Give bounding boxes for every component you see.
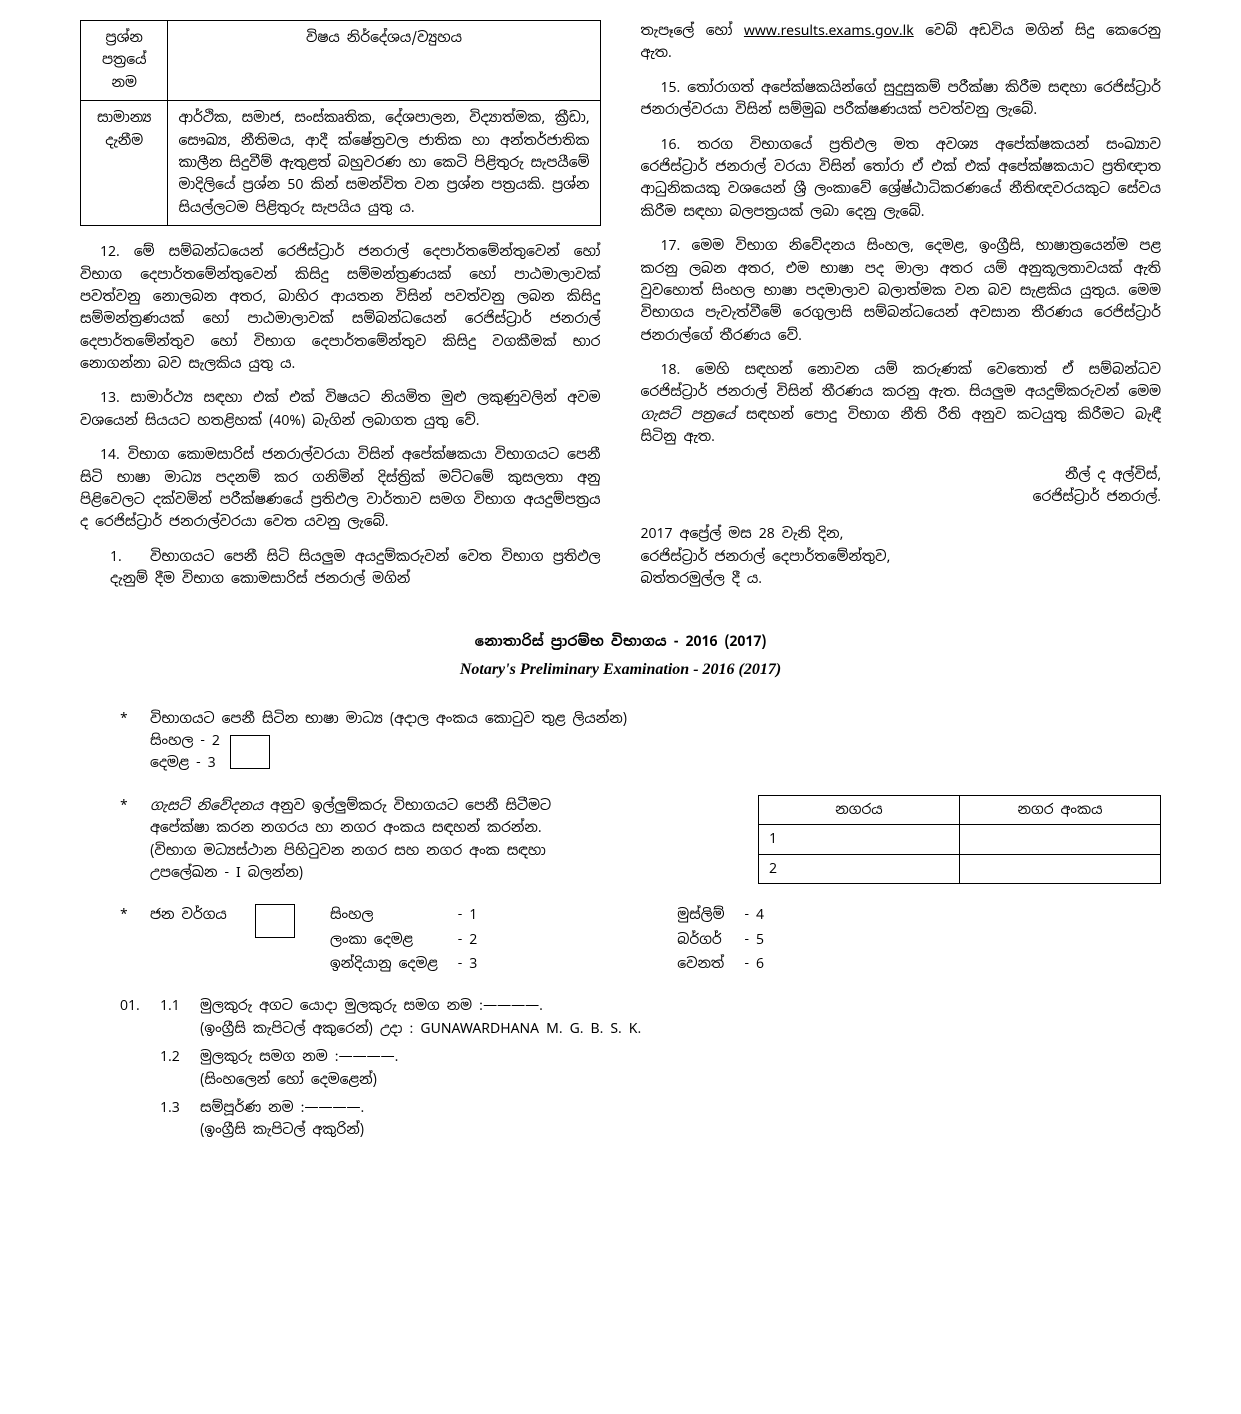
question-01: 01. 1.1 මුලකුරු අගට යොදා මුලකුරු සමග නම …: [120, 995, 1161, 1141]
para-15: 15. තෝරාගත් අපේක්ෂකයින්ගේ සුදුසුකම් පරීක…: [641, 77, 1162, 122]
para-14: 14. විභාග කොමසාරිස් ජනරාල්වරයා විසින් අප…: [80, 444, 601, 534]
eth-num: - 3: [458, 953, 478, 975]
date-line1: 2017 අප්‍රේල් මස 28 වැනි දින,: [641, 523, 1162, 545]
para-18: 18. මෙහි සඳහන් නොවන යම් කරුණක් වෙතොත් ඒ …: [641, 359, 1162, 449]
eth-num: - 2: [458, 929, 478, 951]
q-text: සම්පූර්ණ නම :————. (ඉංග්‍රීසි කැපිටල් අක…: [200, 1097, 364, 1142]
lang-input-box[interactable]: [230, 735, 270, 769]
lang-opt-tamil: දෙමළ - 3: [150, 752, 220, 774]
p18-italic: ගැසට් පත්‍රයේ: [641, 406, 746, 424]
q13-line2: (ඉංග්‍රීසි කැපිටල් අකුරින්): [200, 1119, 364, 1141]
form-city: * ගැසට් නිවේදනය අනුව ඉල්ලුම්කරු විභාගයට …: [120, 795, 1161, 885]
subject-table: ප්‍රශ්න පත්‍රයේ නම විෂය නිර්දේශය/ව්‍යුහය…: [80, 20, 601, 226]
q-sub-12: 1.2: [160, 1046, 200, 1091]
date-line3: බත්තරමුල්ල දී ය.: [641, 568, 1162, 590]
table-header-name: ප්‍රශ්න පත්‍රයේ නම: [81, 21, 168, 101]
city-q-italic: ගැසට් නිවේදනය: [150, 797, 263, 815]
signatory-title: රෙජිස්ට්‍රාර් ජනරාල්.: [641, 486, 1162, 508]
top-two-column: ප්‍රශ්න පත්‍රයේ නම විෂය නිර්දේශය/ව්‍යුහය…: [80, 20, 1161, 606]
q11-line2: (ඉංග්‍රීසි කැපිටල් අකුරෙන්) උදා : GUNAWA…: [200, 1018, 641, 1040]
eth-col-1: සිංහල - 1 ලංකා දෙමළ - 2 ඉන්දියානු දෙමළ - 3: [330, 904, 477, 975]
eth-num: - 5: [745, 929, 765, 951]
ethnicity-grid: සිංහල- 1 ලංකා දෙමළ- 2 ඉන්දියානු දෙමළ- 3 …: [330, 904, 764, 975]
num-label: 1.: [110, 548, 122, 566]
right-top-text: තැපෑලේ හෝ www.results.exams.gov.lk වෙබ් …: [641, 20, 1162, 65]
form-ethnicity: * ජන වර්ගය සිංහල - 1 ලංකා දෙමළ - 2 ඉන්දියා…: [120, 904, 1161, 975]
city-header-name: නගරය: [759, 795, 960, 824]
eth-input-box[interactable]: [255, 904, 295, 938]
city-row1-val[interactable]: [960, 825, 1161, 854]
q-number: 01.: [120, 995, 160, 1040]
form-language: * විභාගයට පෙනී සිටින භාෂා මාධ්‍ය (අදාල අ…: [120, 708, 1161, 775]
para-12: 12. මේ සම්බන්ධයෙන් රෙජිස්ට්‍රාර් ජනරාල් …: [80, 241, 601, 375]
eth-num: - 6: [745, 953, 765, 975]
results-link[interactable]: www.results.exams.gov.lk: [744, 22, 914, 40]
sub-item-text: විභාගයට පෙනී සිටි සියලුම අයදුම්කරුවන් වෙ…: [110, 548, 601, 588]
lang-question: විභාගයට පෙනී සිටින භාෂා මාධ්‍ය (අදාල අංක…: [150, 708, 627, 730]
city-header-code: නගර අංකය: [960, 795, 1161, 824]
eth-num: - 1: [458, 904, 478, 926]
lang-options: සිංහල - 2 දෙමළ - 3: [150, 730, 220, 775]
sub-item-1: 1. විභාගයට පෙනී සිටි සියලුම අයදුම්කරුවන්…: [110, 546, 601, 591]
q-sub-11: 1.1: [160, 995, 200, 1040]
table-header-syllabus: විෂය නිර්දේශය/ව්‍යුහය: [168, 21, 600, 101]
eth-opt: වෙනත්: [677, 953, 724, 975]
eth-opt: මුස්ලිම්: [677, 904, 724, 926]
q-sub-13: 1.3: [160, 1097, 200, 1142]
q12-line2: (සිංහලෙන් හෝ දෙමළෙන්): [200, 1069, 398, 1091]
city-question: ගැසට් නිවේදනය අනුව ඉල්ලුම්කරු විභාගයට පෙ…: [150, 795, 570, 885]
eth-label: ජන වර්ගය: [150, 904, 240, 926]
eth-num: - 4: [745, 904, 765, 926]
eth-col-2: මුස්ලිම් - 4 බර්ගර් - 5 වෙනත් - 6: [677, 904, 764, 975]
signature-block: නීල් ද අල්විස්, රෙජිස්ට්‍රාර් ජනරාල්.: [641, 464, 1162, 509]
city-table: නගරය නගර අංකය 1 2: [758, 795, 1161, 884]
exam-title-block: නොතාරිස් ප්‍රාරම්භ විභාගය - 2016 (2017) …: [80, 631, 1161, 683]
left-column: ප්‍රශ්න පත්‍රයේ නම විෂය නිර්දේශය/ව්‍යුහය…: [80, 20, 601, 606]
asterisk: *: [120, 795, 135, 817]
q-text: මුලකුරු අගට යොදා මුලකුරු සමග නම :————. (…: [200, 995, 641, 1040]
eth-opt: බර්ගර්: [677, 929, 724, 951]
date-line2: රෙජිස්ට්‍රාර් ජනරාල් දෙපාර්තමේන්තුව,: [641, 546, 1162, 568]
signatory-name: නීල් ද අල්විස්,: [641, 464, 1162, 486]
q12-line1: මුලකුරු සමග නම :————.: [200, 1046, 398, 1068]
eth-opt: සිංහල: [330, 904, 438, 926]
table-cell-desc: ආර්ථික, සමාජ, සංස්කෘතික, දේශපාලන, විද්‍ය…: [168, 101, 600, 226]
asterisk: *: [120, 904, 135, 926]
table-cell-subject: සාමාන්‍ය දැනීම: [81, 101, 168, 226]
q13-line1: සම්පූර්ණ නම :————.: [200, 1097, 364, 1119]
asterisk: *: [120, 708, 135, 730]
lang-opt-sinhala: සිංහල - 2: [150, 730, 220, 752]
title-english: Notary's Preliminary Examination - 2016 …: [80, 657, 1161, 683]
para-16: 16. තරග විභාගයේ ප්‍රතිඵල මත අවශ්‍ය අපේක්…: [641, 134, 1162, 224]
para-13: 13. සාමාර්ථ්‍ය සඳහා එක් එක් විෂයට නියමිත…: [80, 387, 601, 432]
lang-block: විභාගයට පෙනී සිටින භාෂා මාධ්‍ය (අදාල අංක…: [150, 708, 627, 775]
q11-line1: මුලකුරු අගට යොදා මුලකුරු සමග නම :————.: [200, 995, 641, 1017]
q-text: මුලකුරු සමග නම :————. (සිංහලෙන් හෝ දෙමළෙ…: [200, 1046, 398, 1091]
title-sinhala: නොතාරිස් ප්‍රාරම්භ විභාගය - 2016 (2017): [80, 631, 1161, 653]
date-block: 2017 අප්‍රේල් මස 28 වැනි දින, රෙජිස්ට්‍ර…: [641, 523, 1162, 590]
city-row1-num: 1: [759, 825, 960, 854]
eth-opt: ඉන්දියානු දෙමළ: [330, 953, 438, 975]
right-column: තැපෑලේ හෝ www.results.exams.gov.lk වෙබ් …: [641, 20, 1162, 606]
para-17: 17. මෙම විභාග නිවේදනය සිංහල, දෙමළ, ඉංග්‍…: [641, 235, 1162, 347]
text-before-link: තැපෑලේ හෝ: [641, 22, 744, 40]
p18-a: 18. මෙහි සඳහන් නොවන යම් කරුණක් වෙතොත් ඒ …: [641, 361, 1162, 401]
eth-opt: ලංකා දෙමළ: [330, 929, 438, 951]
city-row2-num: 2: [759, 854, 960, 883]
city-table-wrap: නගරය නගර අංකය 1 2: [585, 795, 1161, 884]
city-row2-val[interactable]: [960, 854, 1161, 883]
